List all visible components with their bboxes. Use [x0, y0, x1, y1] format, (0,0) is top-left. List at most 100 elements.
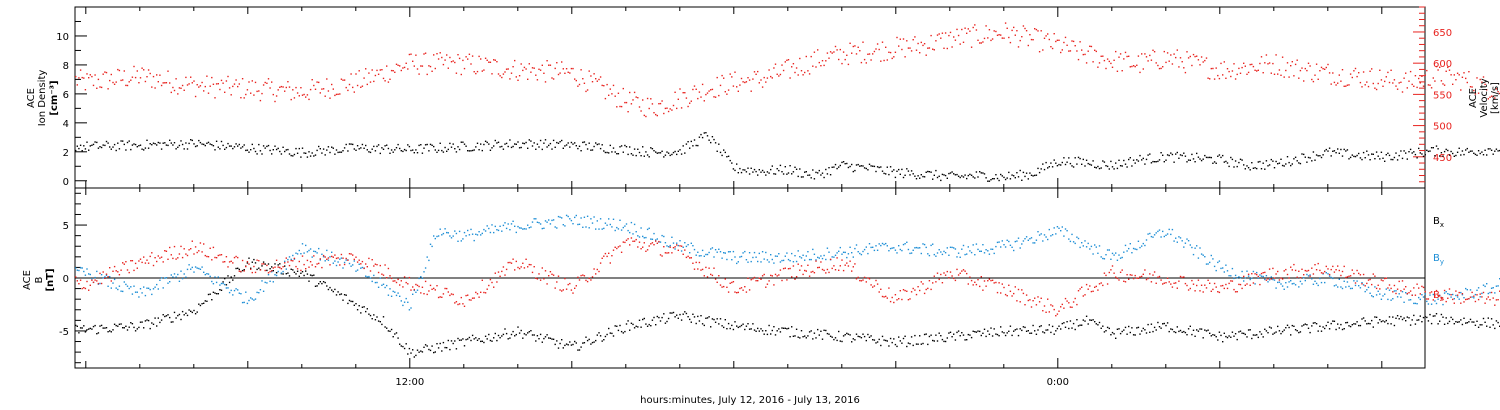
bx-series-point — [582, 342, 584, 344]
by-series-point — [765, 251, 767, 254]
by-series-point — [687, 244, 689, 246]
bz-series-point — [729, 282, 731, 284]
bz-series-point — [287, 261, 289, 263]
density-series-point — [729, 159, 731, 162]
by-series-point — [446, 231, 448, 234]
velocity-series-point — [233, 83, 236, 85]
by-series-point — [1009, 244, 1012, 246]
density-series-point — [1124, 163, 1127, 165]
density-series-point — [787, 172, 790, 174]
density-series-point — [1367, 154, 1370, 156]
bx-series-point — [536, 335, 539, 337]
bz-series-point — [496, 281, 498, 283]
density-series-point — [509, 139, 511, 141]
velocity-series-point — [1490, 95, 1493, 97]
density-series-point — [371, 148, 373, 150]
by-series-point — [1186, 238, 1188, 240]
velocity-tick-label: 650 — [1433, 28, 1452, 39]
bz-series-point — [381, 273, 383, 275]
velocity-series-point — [1084, 53, 1086, 56]
velocity-series-point — [868, 53, 871, 55]
by-series-point — [1450, 296, 1452, 298]
by-series-point — [1017, 237, 1020, 239]
velocity-series-point — [967, 28, 969, 30]
bz-series-point — [891, 296, 893, 299]
bx-series-point — [199, 304, 202, 307]
density-series-point — [167, 144, 169, 147]
density-series-point — [177, 146, 179, 148]
bz-series-point — [502, 266, 505, 268]
bx-series-point — [1362, 317, 1365, 319]
bz-series-point — [428, 290, 430, 292]
bz-series-point — [792, 265, 795, 267]
bz-series-point — [253, 265, 255, 268]
density-series-point — [1168, 154, 1170, 157]
bx-series-point — [852, 338, 854, 340]
velocity-series-point — [123, 70, 125, 72]
velocity-series-point — [1128, 55, 1130, 57]
bz-series-point — [125, 261, 127, 263]
velocity-series-point — [881, 41, 884, 43]
density-series-point — [313, 155, 315, 157]
bx-series-point — [674, 316, 676, 318]
bx-series-point — [1427, 320, 1430, 322]
density-series-point — [834, 163, 837, 166]
density-series-point — [1246, 165, 1248, 167]
velocity-series-point — [1411, 83, 1413, 86]
velocity-series-point — [1124, 51, 1127, 54]
velocity-series-point — [185, 76, 187, 79]
by-series-point — [985, 249, 987, 251]
by-series-point — [412, 293, 414, 295]
velocity-series-point — [557, 73, 560, 76]
bx-series-point — [450, 340, 453, 342]
bx-series-point — [878, 338, 880, 341]
density-series-point — [1455, 154, 1457, 157]
velocity-series-point — [1324, 68, 1326, 70]
by-series-point — [1398, 293, 1400, 295]
bx-series-point — [851, 341, 853, 343]
velocity-series-point — [1293, 75, 1295, 77]
bx-series-point — [805, 337, 807, 339]
velocity-series-point — [1249, 63, 1251, 66]
bx-series-point — [431, 345, 433, 347]
by-series-point — [637, 235, 639, 237]
bx-series-point — [253, 258, 255, 261]
velocity-series-point — [979, 42, 981, 44]
bz-series-point — [1362, 273, 1365, 276]
by-series-point — [611, 226, 613, 228]
legend-entry-by: By — [1433, 253, 1444, 266]
bz-series-point — [1053, 308, 1055, 311]
bz-series-point — [982, 289, 984, 291]
bx-series-point — [586, 339, 589, 342]
bx-series-point — [663, 313, 665, 315]
bx-series-point — [551, 338, 553, 340]
bz-series-point — [1416, 283, 1418, 285]
bz-series-point — [570, 289, 573, 291]
velocity-series-point — [1053, 33, 1055, 35]
density-series-point — [1340, 148, 1342, 151]
by-series-point — [1176, 241, 1178, 243]
density-series-point — [110, 148, 112, 150]
density-series-point — [282, 146, 284, 148]
bz-series-point — [347, 259, 349, 261]
by-series-point — [1416, 303, 1418, 305]
velocity-series-point — [1092, 61, 1094, 63]
density-series-point — [786, 173, 788, 175]
bx-series-point — [828, 333, 830, 335]
bx-series-point — [1030, 332, 1033, 334]
bz-series-point — [716, 281, 718, 283]
velocity-series-point — [1246, 73, 1248, 75]
by-series-point — [152, 288, 155, 290]
by-series-point — [612, 218, 615, 220]
bz-series-point — [782, 267, 785, 270]
bx-series-point — [612, 335, 615, 337]
by-series-point — [559, 216, 561, 218]
density-series-point — [215, 140, 218, 142]
velocity-series-point — [893, 56, 895, 58]
velocity-series-point — [91, 75, 93, 78]
bx-series-point — [175, 317, 177, 319]
density-series-point — [596, 143, 598, 146]
by-series-point — [277, 270, 279, 273]
by-series-point — [1476, 289, 1478, 291]
density-series-point — [115, 149, 117, 152]
